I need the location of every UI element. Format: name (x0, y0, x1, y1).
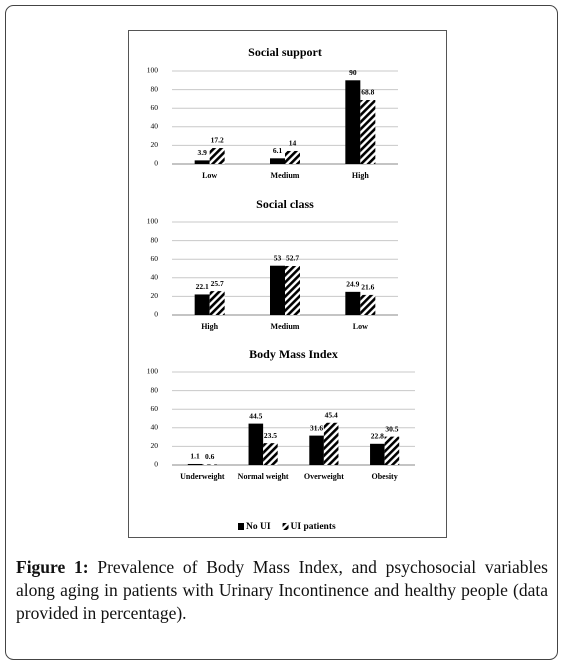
bar (285, 265, 300, 315)
y-tick-label: 20 (151, 140, 159, 149)
legend-swatch (282, 523, 289, 530)
bar (285, 150, 300, 164)
y-tick-label: 80 (151, 235, 159, 244)
y-tick-label: 100 (147, 217, 159, 226)
legend-label: UI patients (291, 522, 336, 532)
data-label: 52.7 (286, 254, 299, 263)
x-tick-label: Low (202, 171, 217, 180)
y-tick-label: 40 (151, 122, 159, 131)
caption-label: Figure 1: (16, 557, 89, 577)
bar (194, 160, 210, 164)
y-tick-label: 80 (151, 84, 159, 93)
data-label: 68.8 (361, 88, 374, 97)
y-tick-label: 0 (154, 159, 158, 168)
data-label: 44.5 (249, 411, 262, 420)
data-label: 53 (274, 253, 282, 262)
data-label: 14 (289, 139, 297, 148)
bar (360, 294, 376, 315)
data-label: 45.4 (325, 410, 338, 419)
data-label: 17.2 (211, 136, 224, 145)
caption: Figure 1: Prevalence of Body Mass Index,… (16, 556, 548, 625)
chart-title: Social class (256, 197, 314, 211)
data-label: 31.6 (310, 423, 323, 432)
data-label: 21.6 (361, 283, 374, 292)
data-label: 3.9 (197, 148, 207, 157)
data-label: 24.9 (346, 280, 359, 289)
y-tick-label: 80 (151, 385, 159, 394)
bar (309, 435, 324, 465)
bar (360, 100, 376, 164)
bar (248, 423, 264, 465)
bar (187, 463, 203, 465)
bar (209, 148, 225, 164)
data-label: 1.1 (190, 452, 200, 461)
data-label: 6.1 (273, 146, 283, 155)
frame (5, 5, 558, 660)
data-label: 25.7 (211, 279, 224, 288)
y-tick-label: 0 (154, 460, 158, 469)
x-tick-label: Obesity (372, 472, 398, 481)
y-tick-label: 60 (151, 404, 159, 413)
data-label: 23.5 (264, 431, 277, 440)
data-label: 22.1 (196, 282, 209, 291)
bar (270, 265, 285, 315)
bar (370, 443, 385, 465)
y-tick-label: 20 (151, 291, 159, 300)
x-tick-label: Normal weight (238, 472, 289, 481)
x-tick-label: Low (353, 322, 368, 331)
x-tick-label: Medium (271, 322, 300, 331)
y-tick-label: 60 (151, 103, 159, 112)
bar (323, 422, 339, 465)
data-label: 0.6 (205, 452, 215, 461)
y-tick-label: 0 (154, 310, 158, 319)
y-tick-label: 20 (151, 441, 159, 450)
data-label: 90 (349, 68, 357, 77)
bar (209, 291, 225, 315)
chart-title: Social support (248, 45, 322, 59)
bar (345, 291, 361, 315)
chart-frame (128, 30, 447, 538)
x-tick-label: High (352, 171, 369, 180)
bar (194, 294, 210, 315)
caption-text: Prevalence of Body Mass Index, and psych… (16, 557, 548, 623)
bar (202, 464, 217, 465)
y-tick-label: 40 (151, 273, 159, 282)
y-tick-label: 40 (151, 423, 159, 432)
y-tick-label: 60 (151, 254, 159, 263)
bar (263, 443, 278, 465)
bar (384, 436, 400, 465)
y-tick-label: 100 (147, 66, 159, 75)
data-label: 22.8 (371, 432, 384, 441)
x-tick-label: Underweight (180, 472, 225, 481)
bar (345, 80, 361, 164)
legend-swatch (238, 523, 244, 530)
bar (270, 158, 285, 164)
legend-label: No UI (246, 522, 271, 532)
x-tick-label: High (201, 322, 218, 331)
x-tick-label: Overweight (304, 472, 344, 481)
data-label: 30.5 (385, 424, 398, 433)
chart-title: Body Mass Index (249, 347, 338, 361)
y-tick-label: 100 (147, 367, 159, 376)
x-tick-label: Medium (271, 171, 300, 180)
